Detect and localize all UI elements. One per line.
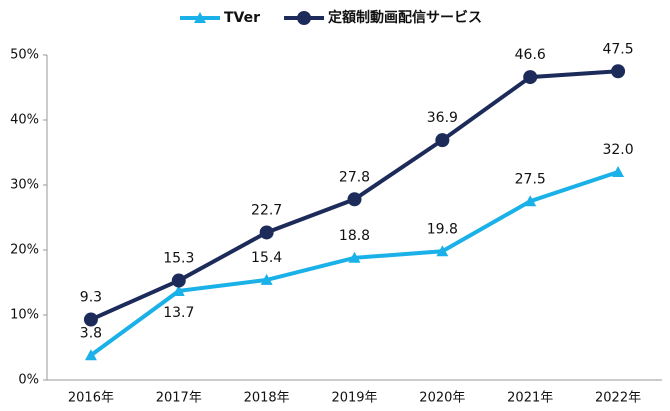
data-label: 27.8	[339, 169, 370, 185]
marker	[259, 225, 274, 240]
data-label: 9.3	[80, 290, 102, 306]
data-label: 15.4	[251, 250, 282, 266]
marker	[260, 273, 273, 285]
data-label: 36.9	[427, 110, 458, 126]
marker	[435, 133, 450, 148]
legend-marker	[297, 11, 312, 25]
y-tick-label: 10%	[10, 308, 39, 323]
x-tick-label: 2017年	[156, 391, 202, 406]
legend-label: TVer	[224, 10, 260, 26]
marker	[436, 245, 449, 257]
marker	[523, 70, 538, 85]
data-label: 15.3	[163, 251, 194, 267]
data-label: 46.6	[515, 47, 546, 63]
legend: TVer 定額制動画配信サービス	[180, 9, 482, 26]
marker	[348, 251, 361, 263]
data-label: 18.8	[339, 228, 370, 244]
y-tick-label: 30%	[10, 178, 39, 193]
data-label: 13.7	[163, 305, 194, 321]
y-tick-label: 50%	[10, 48, 39, 63]
marker	[612, 166, 625, 177]
y-tick-label: 20%	[10, 243, 39, 258]
x-tick-label: 2022年	[595, 391, 641, 406]
y-tick-label: 40%	[10, 113, 39, 128]
x-tick-label: 2016年	[68, 391, 114, 406]
data-label: 27.5	[515, 171, 546, 187]
marker	[172, 284, 185, 296]
data-label: 47.5	[602, 41, 633, 57]
marker	[83, 312, 98, 327]
marker	[171, 273, 186, 288]
data-label: 3.8	[80, 325, 102, 341]
x-tick-label: 2019年	[331, 391, 377, 406]
data-label: 22.7	[251, 202, 282, 218]
marker	[524, 195, 537, 207]
legend-label: 定額制動画配信サービス	[328, 9, 482, 26]
data-label: 19.8	[427, 221, 458, 237]
x-tick-label: 2020年	[419, 391, 465, 406]
y-tick-label: 0%	[18, 373, 39, 388]
data-label: 32.0	[602, 142, 633, 158]
marker	[84, 349, 97, 361]
x-tick-label: 2018年	[244, 391, 290, 406]
marker	[347, 192, 362, 207]
legend-marker	[194, 12, 206, 23]
x-tick-label: 2021年	[507, 391, 553, 406]
marker	[611, 64, 626, 79]
